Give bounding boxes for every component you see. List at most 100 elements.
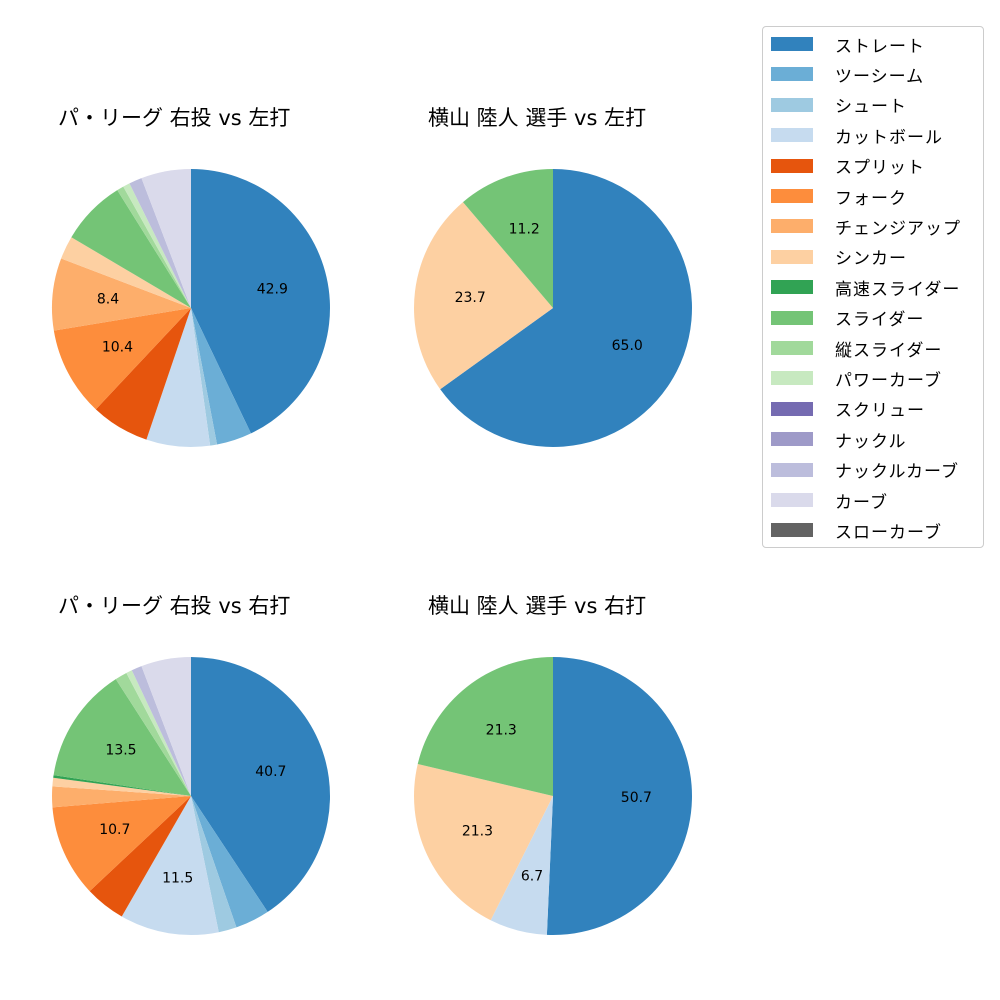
pie-slice — [53, 308, 192, 410]
legend-item: パワーカーブ — [771, 368, 942, 391]
pie-slice — [89, 796, 191, 917]
legend-item: フォーク — [771, 186, 907, 209]
pie-slice — [191, 169, 330, 434]
pie-slice — [141, 169, 191, 308]
pie-slice — [414, 202, 553, 390]
legend-item: 高速スライダー — [771, 277, 961, 300]
pie-slice — [115, 672, 191, 796]
legend-item: カットボール — [771, 125, 943, 148]
pie-slice — [52, 258, 191, 331]
pie-slice — [117, 186, 191, 308]
chart-title-league-vs-right: パ・リーグ 右投 vs 右打 — [58, 594, 291, 618]
pie-slice — [51, 786, 191, 808]
slice-value-label: 42.9 — [257, 282, 288, 298]
legend-item: スローカーブ — [771, 520, 942, 543]
legend-item: ナックルカーブ — [771, 460, 959, 483]
slice-value-label: 8.4 — [97, 292, 119, 308]
legend-swatch — [771, 280, 813, 295]
pie-slice — [52, 777, 191, 796]
pie-slice — [146, 308, 211, 447]
slice-value-label: 6.7 — [521, 869, 543, 885]
legend-label: ナックル — [835, 431, 907, 452]
legend-label: カットボール — [835, 127, 943, 148]
legend-label: スプリット — [835, 158, 925, 179]
legend-swatch — [771, 37, 813, 51]
legend-label: シュート — [835, 97, 907, 118]
legend-label: スローカーブ — [835, 522, 942, 543]
legend-swatch — [771, 158, 813, 173]
legend-label: スクリュー — [835, 401, 925, 422]
legend-swatch — [771, 341, 813, 355]
legend-item: シュート — [771, 95, 907, 118]
slice-value-label: 21.3 — [462, 823, 493, 839]
slice-value-label: 40.7 — [255, 764, 286, 780]
legend-swatch — [771, 128, 813, 143]
legend-item: スプリット — [771, 156, 925, 179]
legend-item: シンカー — [771, 247, 907, 270]
legend-swatch — [771, 67, 813, 82]
legend-swatch — [771, 249, 813, 264]
legend-item: ストレート — [771, 34, 925, 57]
legend-item: チェンジアップ — [771, 216, 961, 239]
legend-item: カーブ — [771, 490, 888, 513]
legend-item: スクリュー — [771, 399, 925, 422]
pie-slice — [121, 796, 219, 935]
slice-value-label: 10.4 — [102, 339, 133, 355]
pie-slice — [191, 796, 237, 933]
pie-slice — [462, 169, 553, 308]
pie-slice — [123, 183, 191, 308]
legend-swatch — [771, 97, 813, 112]
pie-slice — [191, 308, 251, 445]
legend-label: パワーカーブ — [835, 370, 942, 391]
pie-slice — [546, 657, 692, 935]
legend-label: カーブ — [835, 492, 888, 513]
legend-item: スライダー — [771, 308, 924, 330]
legend-label: ストレート — [835, 36, 925, 57]
legend-label: ナックルカーブ — [835, 462, 959, 483]
legend-item: ツーシーム — [771, 64, 925, 87]
pie-slice — [53, 775, 192, 796]
chart-title-player-vs-right: 横山 陸人 選手 vs 右打 — [428, 594, 647, 618]
pie-slice — [61, 237, 191, 308]
pie-slice — [191, 657, 330, 912]
pie-slice — [126, 670, 191, 796]
slice-value-label: 11.2 — [509, 222, 540, 238]
legend-swatch — [771, 462, 813, 477]
legend-label: チェンジアップ — [835, 218, 961, 239]
legend-label: 縦スライダー — [835, 340, 943, 361]
legend-swatch — [771, 371, 813, 386]
slice-value-label: 50.7 — [621, 790, 652, 806]
legend-swatch — [771, 219, 813, 234]
legend-item: ナックル — [771, 429, 907, 452]
chart-title-player-vs-left: 横山 陸人 選手 vs 左打 — [428, 106, 647, 130]
legend-swatch — [771, 310, 813, 325]
slice-value-label: 21.3 — [486, 723, 517, 739]
legend-swatch — [771, 523, 813, 538]
legend: ストレートツーシームシュートカットボール スプリットフォークチェンジアップ シンカー… — [762, 26, 984, 548]
legend-label: シンカー — [835, 249, 907, 270]
legend-label: ツーシーム — [835, 66, 925, 87]
chart-title-league-vs-left: パ・リーグ 右投 vs 左打 — [58, 106, 291, 130]
pie-slice — [414, 763, 553, 921]
pie-slice — [417, 657, 553, 796]
slice-value-label: 23.7 — [455, 290, 486, 306]
legend-label: 高速スライダー — [835, 279, 961, 300]
pie-slice — [95, 308, 191, 440]
pie-slice — [191, 796, 268, 928]
legend-swatch — [771, 189, 813, 203]
slice-value-label: 11.5 — [162, 870, 193, 886]
legend-label: フォーク — [835, 188, 907, 209]
slice-value-label: 65.0 — [612, 338, 643, 354]
pie-slice — [71, 190, 191, 308]
pie-slice — [440, 169, 692, 447]
pie-slice — [141, 657, 191, 796]
legend-item: 縦スライダー — [771, 338, 943, 361]
legend-swatch — [771, 493, 813, 507]
slice-value-label: 10.7 — [99, 822, 130, 838]
legend-swatch — [771, 401, 813, 416]
legend-swatch — [771, 432, 813, 447]
